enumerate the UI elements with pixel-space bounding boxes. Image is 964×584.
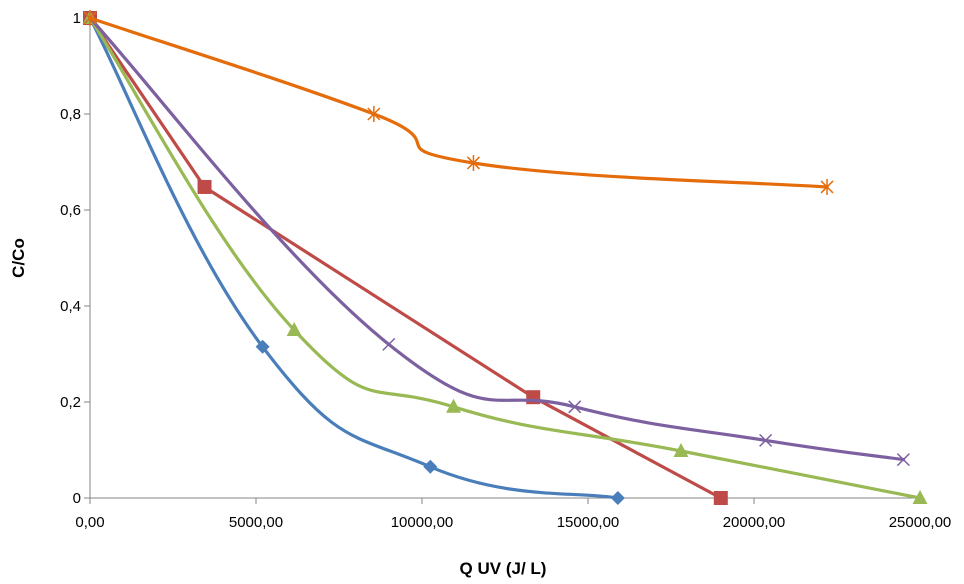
x-tick-label: 5000,00 — [229, 514, 283, 531]
data-point — [568, 400, 582, 414]
data-point — [466, 154, 480, 171]
series-2 — [83, 11, 728, 505]
series-3 — [82, 10, 928, 504]
y-ticks: 0 0,2 0,4 0,6 0,8 1 — [60, 10, 90, 507]
series-line — [88, 16, 905, 462]
axes — [89, 18, 920, 499]
series-line — [88, 16, 620, 500]
data-point — [197, 179, 212, 194]
x-ticks: 0,00 5000,00 10000,00 15000,00 20000,00 25000… — [75, 498, 951, 531]
data-point — [255, 339, 270, 354]
series-line — [88, 16, 922, 500]
x-tick-label: 0,00 — [75, 514, 104, 531]
x-tick-label: 10000,00 — [391, 514, 454, 531]
series-line — [88, 16, 723, 500]
series-line — [88, 16, 829, 189]
y-tick-label: 0 — [73, 490, 81, 507]
data-point — [382, 337, 396, 351]
data-point — [423, 459, 438, 474]
data-point — [367, 106, 381, 122]
series-4 — [83, 11, 910, 467]
data-point — [610, 491, 625, 505]
data-point — [759, 433, 773, 447]
x-tick-label: 15000,00 — [557, 514, 620, 531]
data-point — [446, 398, 462, 413]
series-5 — [83, 10, 834, 195]
data-point — [713, 491, 728, 505]
y-tick-label: 0,4 — [60, 298, 81, 315]
y-tick-label: 0,8 — [60, 106, 81, 123]
data-point — [820, 178, 834, 195]
data-point — [83, 10, 97, 26]
series-1 — [83, 11, 625, 505]
data-point — [673, 442, 689, 457]
data-point — [912, 490, 928, 504]
y-tick-label: 1 — [73, 10, 81, 27]
y-tick-label: 0,2 — [60, 394, 81, 411]
x-tick-label: 20000,00 — [723, 514, 786, 531]
data-point — [896, 453, 910, 467]
series-layer — [82, 10, 928, 505]
y-axis-title: C/Co — [9, 238, 28, 278]
data-point — [286, 322, 302, 336]
x-tick-label: 25000,00 — [889, 514, 952, 531]
x-axis-title: Q UV (J/ L) — [460, 559, 547, 578]
y-tick-label: 0,6 — [60, 202, 81, 219]
